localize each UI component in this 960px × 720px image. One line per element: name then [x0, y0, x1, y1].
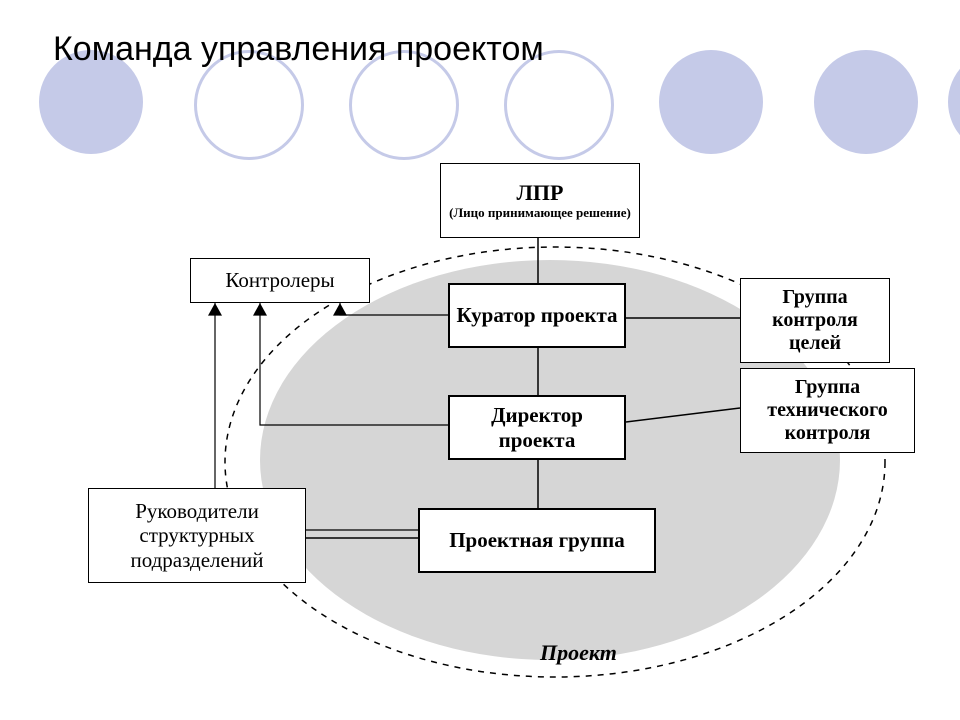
box-tech-group: Группа технического контроля [740, 368, 915, 453]
decor-circle-5 [659, 50, 763, 154]
box-leaders: Руководители структурных подразделений [88, 488, 306, 583]
box-curator-title: Куратор проекта [456, 303, 617, 327]
box-controllers: Контролеры [190, 258, 370, 303]
decor-circle-6 [814, 50, 918, 154]
box-leaders-title: Руководители структурных подразделений [95, 499, 299, 571]
box-lpr-subtitle: (Лицо принимающее решение) [449, 206, 631, 221]
project-ellipse-label: Проект [540, 640, 617, 666]
box-project-group-title: Проектная группа [449, 528, 625, 552]
box-goals-title: Группа контроля целей [747, 286, 883, 355]
page-title: Команда управления проектом [53, 30, 544, 69]
box-lpr-title: ЛПР [517, 180, 564, 205]
box-director-title: Директор проекта [456, 403, 618, 451]
box-goals-group: Группа контроля целей [740, 278, 890, 363]
box-tech-title: Группа технического контроля [747, 376, 908, 445]
decor-circle-7 [948, 50, 960, 154]
box-lpr: ЛПР (Лицо принимающее решение) [440, 163, 640, 238]
box-controllers-title: Контролеры [225, 268, 334, 292]
box-project-group: Проектная группа [418, 508, 656, 573]
box-curator: Куратор проекта [448, 283, 626, 348]
box-director: Директор проекта [448, 395, 626, 460]
